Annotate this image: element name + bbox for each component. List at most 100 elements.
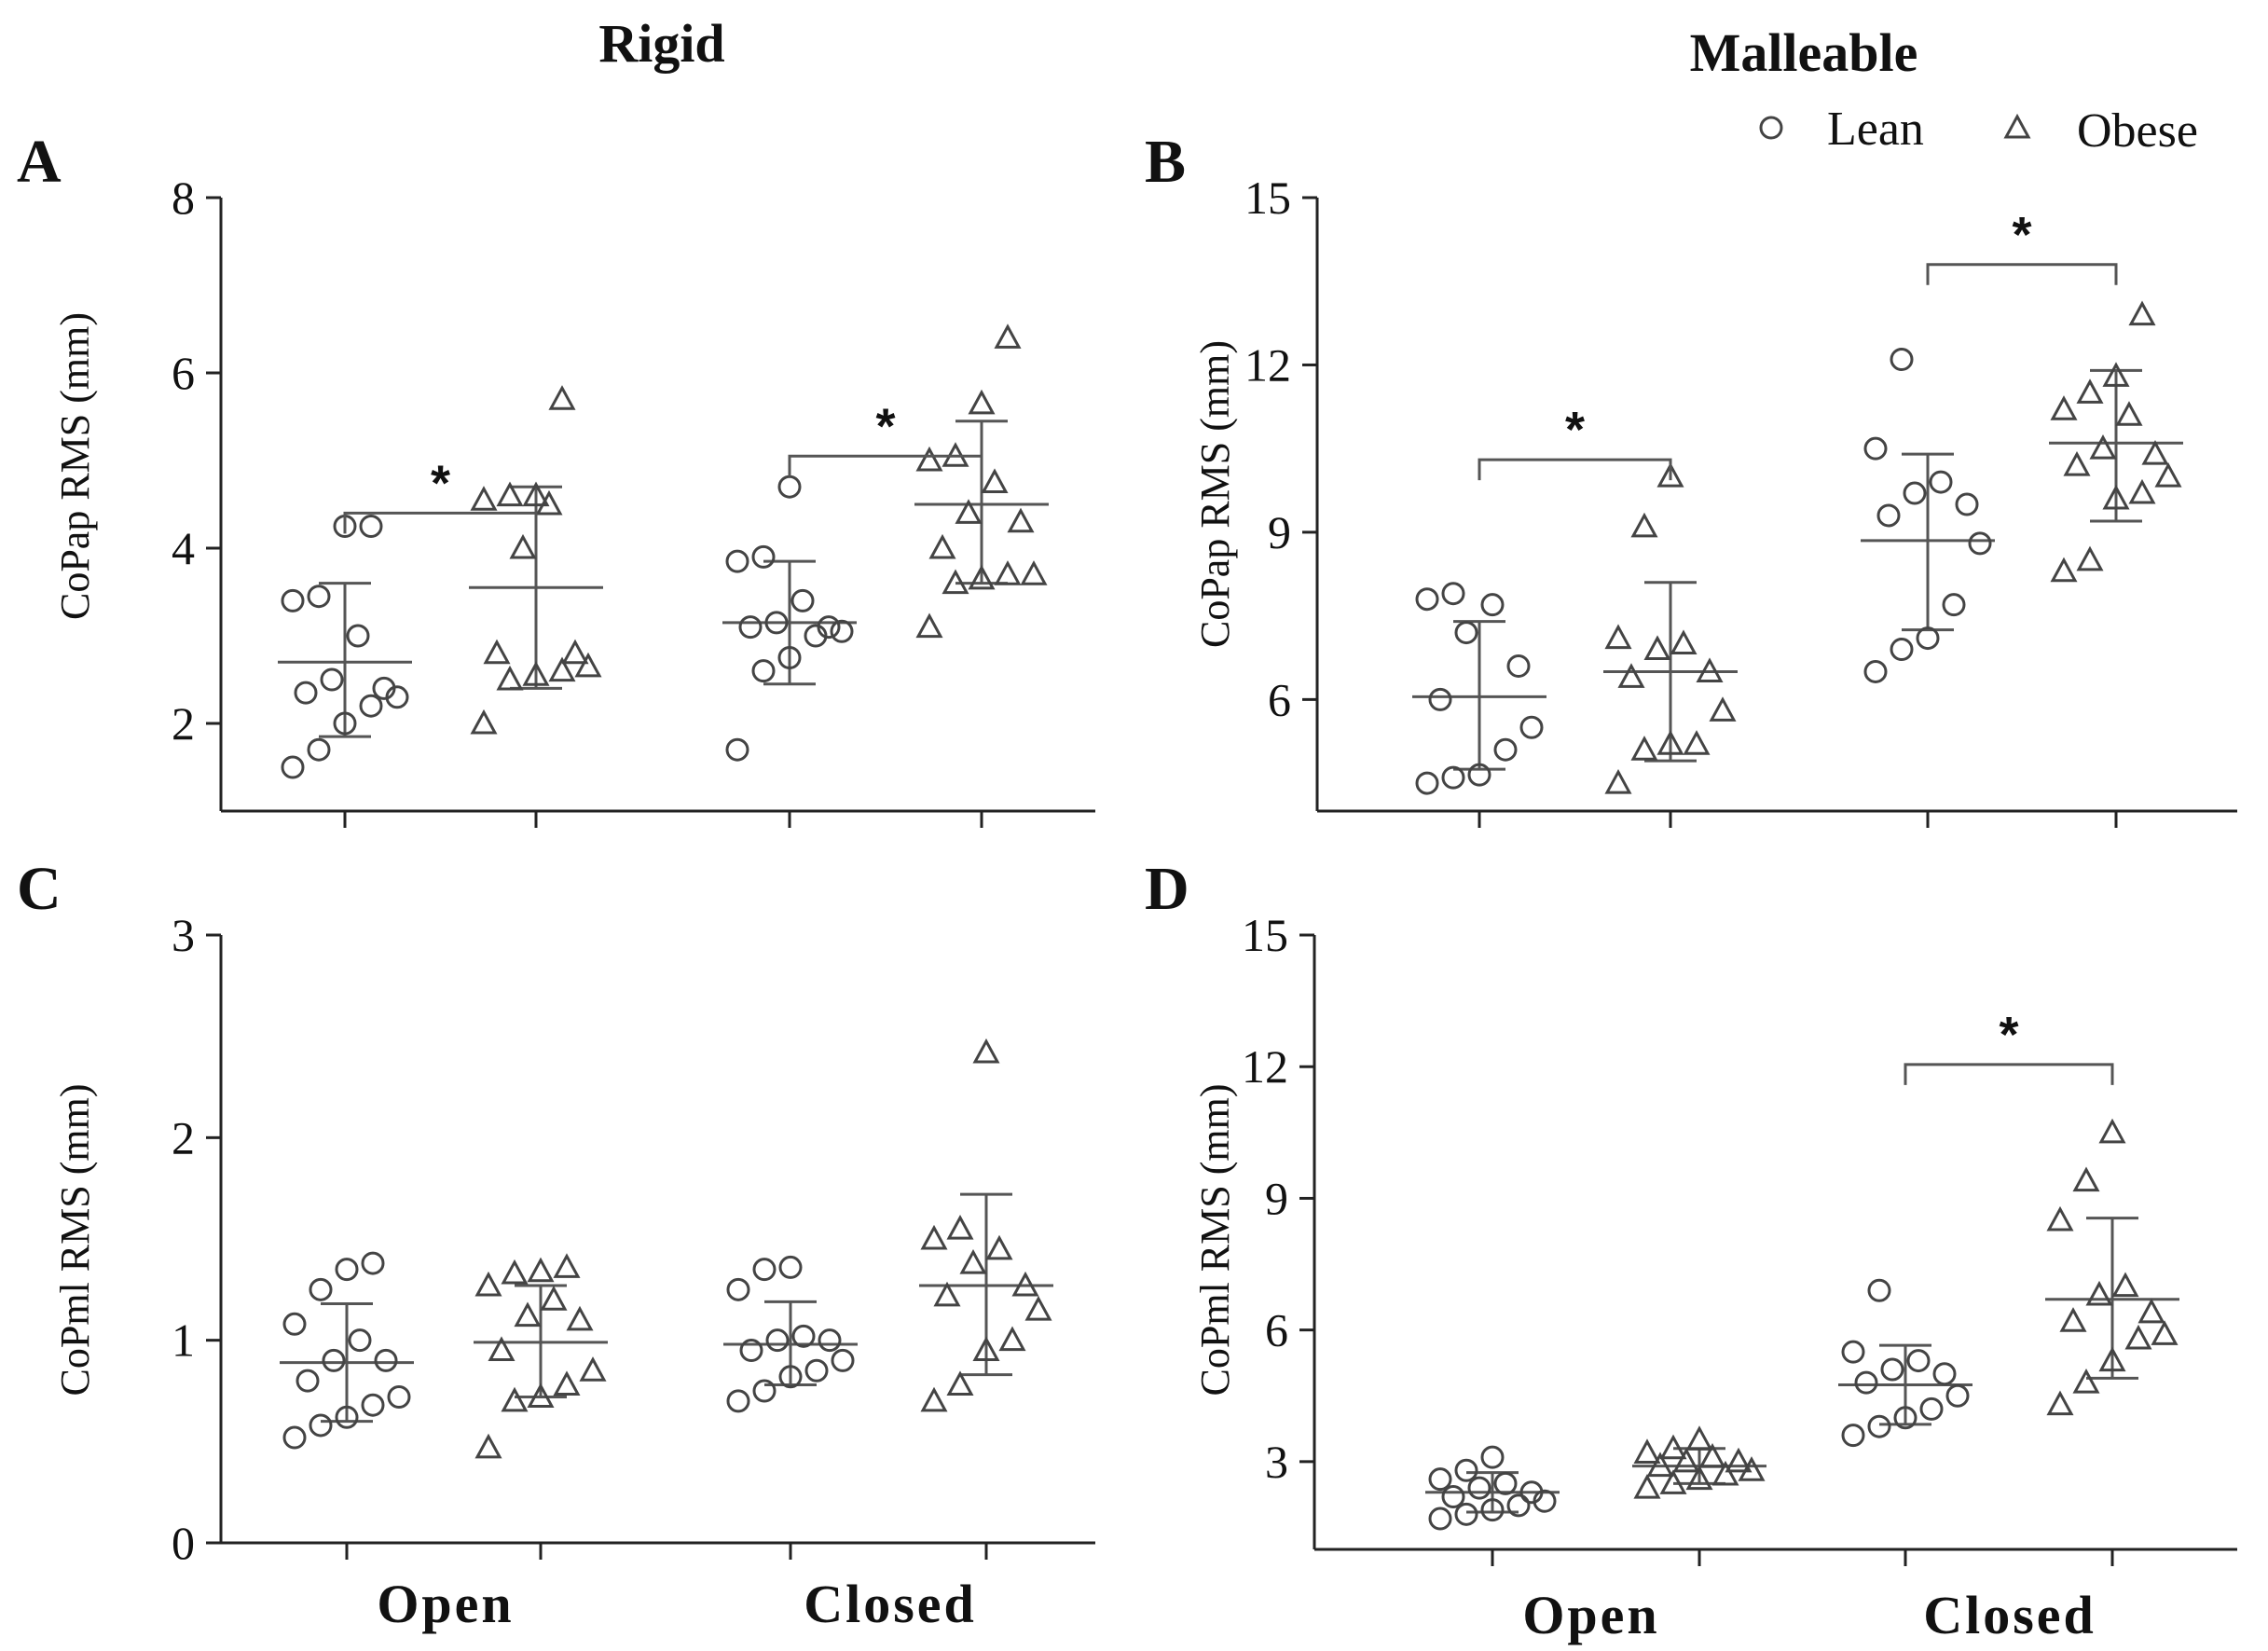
data-point-lean [282,1425,307,1450]
y-tick-label: 15 [1244,172,1291,224]
data-point-obese [981,468,1009,493]
legend-obese-marker [2003,113,2031,139]
data-point-lean [777,646,802,669]
data-point-lean [346,624,370,648]
data-point-obese [579,1356,607,1382]
group-open-obese [1632,1425,1766,1499]
data-point-obese [946,1370,974,1396]
data-point-lean [1942,593,1966,617]
data-point-lean [1893,1406,1917,1430]
panel-label-c: C [17,855,62,923]
group-closed-lean [1861,347,1995,683]
data-point-lean [1854,1370,1878,1395]
data-point-lean [1880,1357,1904,1382]
data-point-lean [1454,1458,1478,1482]
data-point-obese [470,709,498,735]
data-point-lean [1867,1414,1891,1438]
data-point-lean [764,611,789,635]
data-point-obese [1656,730,1684,755]
data-point-lean [1890,347,1914,371]
column-title-rigid: Rigid [598,13,724,74]
data-point-obese [1659,1434,1687,1460]
data-point-obese [2063,450,2091,476]
data-point-lean [1480,1498,1505,1522]
panel-b: 6 9 12 15 CoPap RMS (mm) * * [1192,172,2237,828]
data-point-obese [522,661,550,686]
data-point-obese [1630,736,1658,761]
group-closed-lean [1838,1278,1972,1448]
data-point-obese [2046,1390,2074,1416]
data-point-lean [281,588,305,612]
y-tick-label: 8 [172,172,195,224]
data-point-obese [2076,378,2104,404]
data-point-lean [320,667,344,692]
y-tick-label: 15 [1242,909,1288,961]
significance-bracket [1926,263,2118,285]
panel-c: 0 1 2 3 CoPml RMS (mm) [52,909,1095,1569]
data-point-lean [1480,1445,1505,1469]
data-point-lean [1916,626,1940,651]
data-point-obese [985,1234,1013,1260]
data-point-obese [1604,624,1632,650]
data-point-lean [739,1339,763,1363]
data-point-lean [1929,470,1953,494]
data-point-obese [2137,1298,2165,1324]
data-point-lean [1454,621,1478,645]
data-point-obese [2141,440,2169,465]
data-point-lean [752,1258,777,1282]
y-tick-label: 0 [172,1517,195,1569]
data-point-lean [1945,1383,1970,1408]
data-point-lean [1506,654,1531,678]
data-point-obese [2115,401,2143,426]
y-tick-label: 9 [1268,506,1291,558]
data-point-obese [1709,696,1737,722]
data-point-lean [1876,503,1901,528]
panel-label-a: A [17,128,62,196]
group-open-obese [1603,461,1738,794]
data-point-lean [1428,1507,1452,1531]
group-closed-obese [914,323,1049,639]
data-point-obese [972,1038,1000,1064]
data-point-lean [751,659,776,683]
data-point-lean [372,676,396,700]
y-axis-label: CoPap RMS (mm) [52,312,98,620]
data-point-obese [1643,635,1671,661]
data-point-obese [553,1370,581,1396]
legend: Lean Obese [1759,103,2198,158]
data-point-lean [1903,481,1927,505]
data-point-lean [1428,687,1452,711]
data-point-lean [359,694,383,718]
group-closed-obese [2045,1118,2179,1416]
legend-obese-label: Obese [2077,104,2198,158]
data-point-obese [1604,768,1632,794]
data-point-obese [548,385,576,410]
significance-bracket [1478,458,1672,481]
panel-label-d: D [1145,855,1189,923]
group-open-lean [1412,582,1546,795]
data-point-lean [1441,765,1465,790]
data-point-obese [915,446,943,472]
data-point-obese [2111,1272,2139,1298]
data-point-lean [1467,763,1491,787]
y-tick-label: 2 [172,1111,195,1163]
y-tick-label: 4 [172,522,195,574]
data-point-lean [335,1258,359,1282]
data-point-lean [359,515,383,538]
data-point-lean [1841,1424,1865,1448]
data-point-lean [778,1255,803,1279]
data-point-obese [968,389,996,415]
data-point-lean [778,1365,803,1389]
data-point-obese [483,639,511,665]
x-category-open-left: Open [377,1574,514,1634]
data-point-obese [474,1271,502,1297]
data-point-obese [553,1253,581,1278]
x-category-closed-right: Closed [1923,1585,2096,1645]
data-point-obese [470,486,498,511]
group-open-lean [280,1251,414,1450]
data-point-lean [1906,1349,1931,1373]
data-point-obese [1630,512,1658,538]
data-point-obese [994,560,1022,585]
data-point-obese [998,1326,1026,1352]
data-point-lean [1454,1502,1478,1526]
data-point-obese [488,1336,515,1362]
